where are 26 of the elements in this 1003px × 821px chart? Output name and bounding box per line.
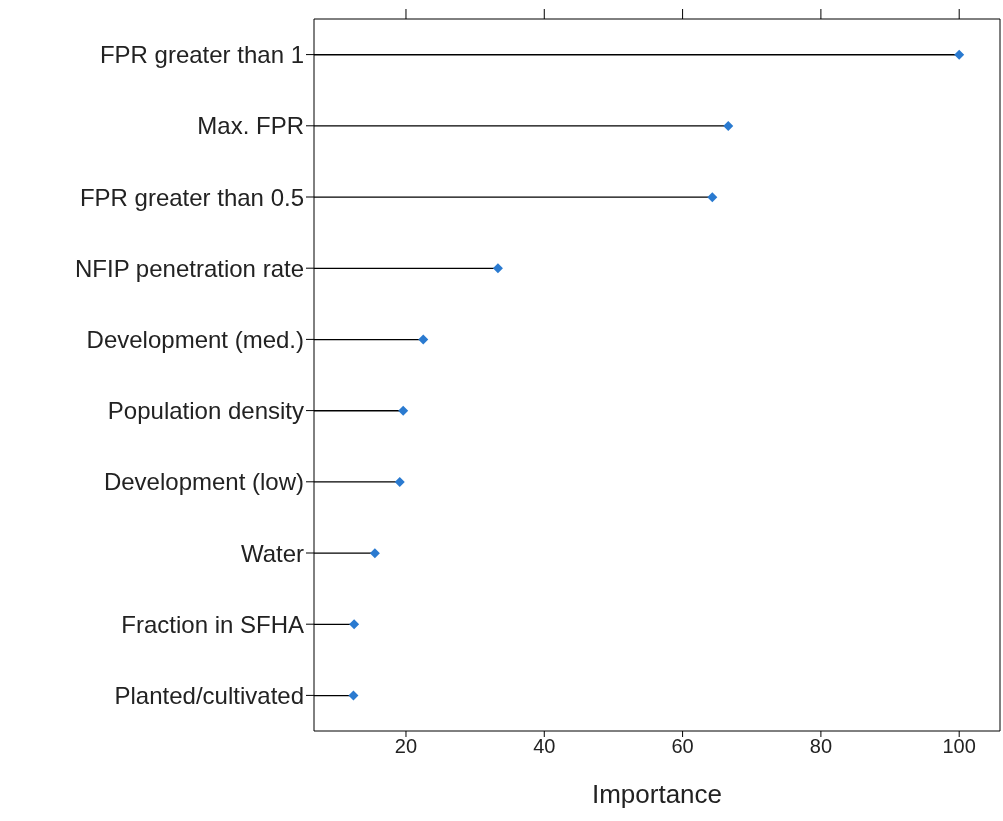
point — [707, 192, 718, 203]
point — [723, 120, 734, 131]
x-tick-label: 60 — [671, 735, 694, 758]
point — [394, 476, 405, 487]
y-tick-label: Population density — [107, 397, 304, 425]
y-tick-label: Planted/cultivated — [114, 681, 304, 709]
point — [349, 619, 360, 630]
x-tick-label: 100 — [942, 735, 976, 758]
y-tick-label: NFIP penetration rate — [74, 254, 304, 282]
y-tick-label: FPR greater than 0.5 — [79, 183, 304, 211]
y-tick-label: Development (med.) — [86, 325, 304, 353]
point — [418, 334, 429, 345]
x-tick-label: 80 — [809, 735, 833, 758]
y-tick-label: Water — [240, 539, 304, 567]
y-tick-label: Fraction in SFHA — [121, 610, 304, 638]
point — [369, 548, 380, 559]
y-tick-label: FPR greater than 1 — [99, 41, 304, 69]
x-axis-title: Importance — [591, 779, 723, 809]
x-tick-label: 40 — [533, 735, 556, 758]
point — [348, 690, 359, 701]
point — [954, 49, 965, 60]
y-tick-label: Development (low) — [103, 468, 304, 496]
point — [398, 405, 409, 416]
point — [492, 263, 503, 274]
x-tick-label: 20 — [394, 735, 418, 758]
y-tick-label: Max. FPR — [197, 112, 304, 140]
